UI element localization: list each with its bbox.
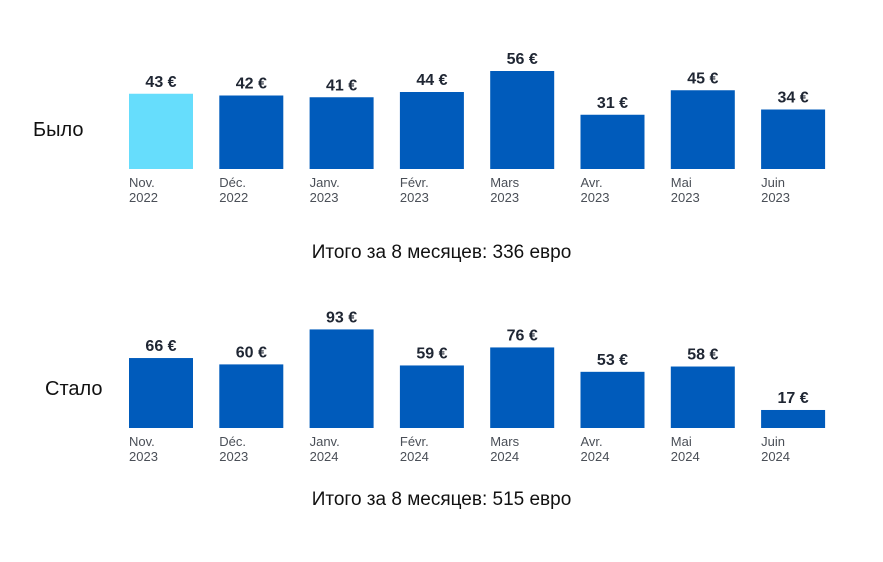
category-month-label: Févr. (400, 175, 429, 190)
value-label: 17 € (778, 390, 809, 407)
category-month-label: Déc. (219, 434, 246, 449)
category-month-label: Avr. (581, 175, 603, 190)
value-label: 44 € (416, 72, 447, 89)
bar (761, 409, 826, 428)
category-month-label: Mai (671, 175, 692, 190)
category-year-label: 2023 (219, 449, 248, 464)
bar (309, 329, 374, 428)
value-label: 93 € (326, 309, 357, 326)
value-label: 45 € (687, 70, 718, 87)
category-month-label: Juin (761, 175, 785, 190)
category-month-label: Avr. (581, 434, 603, 449)
value-label: 43 € (145, 74, 176, 91)
category-month-label: Mars (490, 434, 519, 449)
category-year-label: 2023 (400, 190, 429, 205)
row-label-before: Было (33, 119, 84, 141)
bar (761, 109, 826, 169)
category-month-label: Juin (761, 434, 785, 449)
category-year-label: 2024 (581, 449, 610, 464)
bar (670, 90, 735, 169)
category-year-label: 2023 (310, 190, 339, 205)
category-year-label: 2024 (761, 449, 790, 464)
value-label: 56 € (507, 51, 538, 68)
category-month-label: Janv. (310, 434, 340, 449)
value-label: 42 € (236, 76, 267, 93)
category-year-label: 2023 (761, 190, 790, 205)
bar (580, 114, 645, 169)
bar (219, 95, 284, 169)
category-year-label: 2023 (129, 449, 158, 464)
category-month-label: Mars (490, 175, 519, 190)
value-label: 34 € (778, 90, 809, 107)
value-label: 76 € (507, 327, 538, 344)
category-year-label: 2022 (219, 190, 248, 205)
category-month-label: Déc. (219, 175, 246, 190)
value-label: 60 € (236, 344, 267, 361)
value-label: 53 € (597, 352, 628, 369)
category-year-label: 2023 (581, 190, 610, 205)
category-year-label: 2024 (310, 449, 339, 464)
bar (129, 358, 193, 428)
value-label: 58 € (687, 347, 718, 364)
category-year-label: 2024 (671, 449, 700, 464)
category-year-label: 2024 (400, 449, 429, 464)
category-month-label: Mai (671, 434, 692, 449)
bar (219, 364, 284, 428)
bar (399, 92, 464, 169)
value-label: 31 € (597, 95, 628, 112)
category-month-label: Nov. (129, 175, 155, 190)
category-month-label: Nov. (129, 434, 155, 449)
category-year-label: 2024 (490, 449, 519, 464)
category-month-label: Janv. (310, 175, 340, 190)
category-year-label: 2023 (671, 190, 700, 205)
bar (670, 366, 735, 428)
value-label: 66 € (145, 338, 176, 355)
bar (309, 97, 374, 169)
category-year-label: 2022 (129, 190, 158, 205)
total-before: Итого за 8 месяцев: 336 евро (311, 242, 572, 263)
category-year-label: 2023 (490, 190, 519, 205)
bar (580, 371, 645, 428)
total-after: Итого за 8 месяцев: 515 евро (311, 489, 572, 510)
bar (490, 347, 555, 428)
bar (490, 71, 555, 169)
value-label: 59 € (416, 345, 447, 362)
category-month-label: Févr. (400, 434, 429, 449)
bar (399, 365, 464, 428)
bar (129, 93, 193, 169)
value-label: 41 € (326, 77, 357, 94)
row-label-after: Стало (45, 378, 103, 400)
